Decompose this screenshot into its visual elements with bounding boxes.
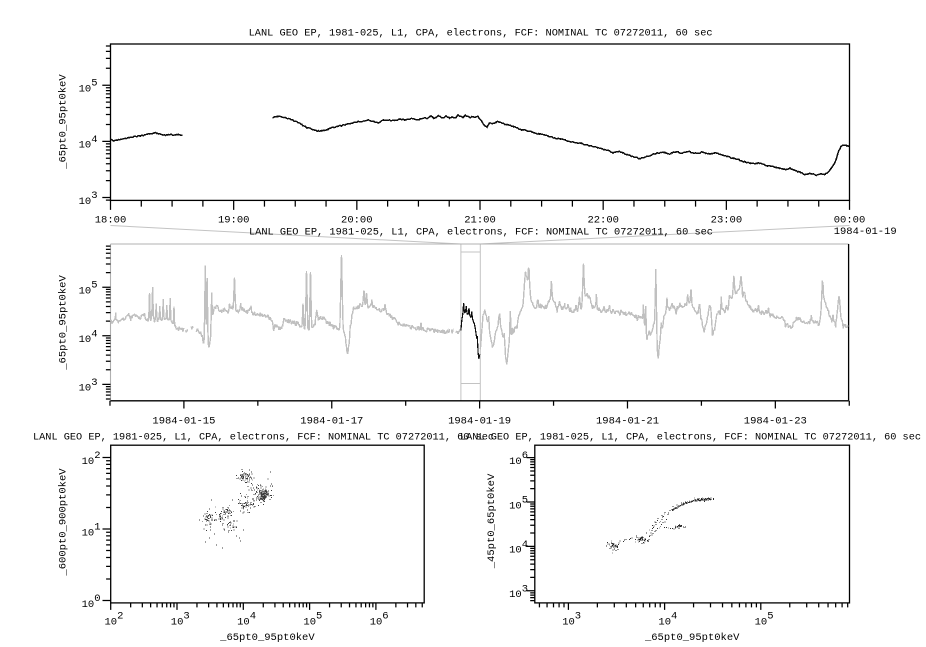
svg-text:_45pt0_65pt0keV: _45pt0_65pt0keV (486, 473, 498, 569)
svg-text:20:00: 20:00 (341, 214, 373, 226)
svg-text:LANL GEO EP, 1981-025, L1, CPA: LANL GEO EP, 1981-025, L1, CPA, electron… (460, 432, 921, 444)
svg-text:_65pt0_95pt0keV: _65pt0_95pt0keV (219, 632, 315, 644)
svg-text:_65pt0_95pt0keV: _65pt0_95pt0keV (58, 275, 70, 371)
svg-text:1984-01-19: 1984-01-19 (448, 416, 511, 428)
svg-text:1984-01-23: 1984-01-23 (744, 416, 807, 428)
svg-text:LANL GEO EP, 1981-025, L1, CPA: LANL GEO EP, 1981-025, L1, CPA, electron… (33, 432, 494, 444)
svg-text:_600pt0_900pt0keV: _600pt0_900pt0keV (57, 468, 69, 577)
svg-text:1984-01-15: 1984-01-15 (152, 416, 215, 428)
svg-text:_65pt0_95pt0keV: _65pt0_95pt0keV (644, 632, 740, 644)
svg-text:23:00: 23:00 (711, 214, 743, 226)
svg-text:LANL GEO EP, 1981-025, L1, CPA: LANL GEO EP, 1981-025, L1, CPA, electron… (249, 27, 713, 39)
svg-text:18:00: 18:00 (95, 214, 127, 226)
svg-text:1984-01-17: 1984-01-17 (300, 416, 363, 428)
svg-text:22:00: 22:00 (587, 214, 619, 226)
svg-text:21:00: 21:00 (464, 214, 496, 226)
svg-text:19:00: 19:00 (218, 214, 250, 226)
svg-text:LANL GEO EP, 1981-025, L1, CPA: LANL GEO EP, 1981-025, L1, CPA, electron… (249, 227, 713, 239)
svg-text:_65pt0_95pt0keV: _65pt0_95pt0keV (58, 74, 70, 170)
svg-text:1984-01-21: 1984-01-21 (596, 416, 659, 428)
svg-text:1984-01-19: 1984-01-19 (834, 226, 897, 238)
svg-text:00:00: 00:00 (834, 214, 866, 226)
